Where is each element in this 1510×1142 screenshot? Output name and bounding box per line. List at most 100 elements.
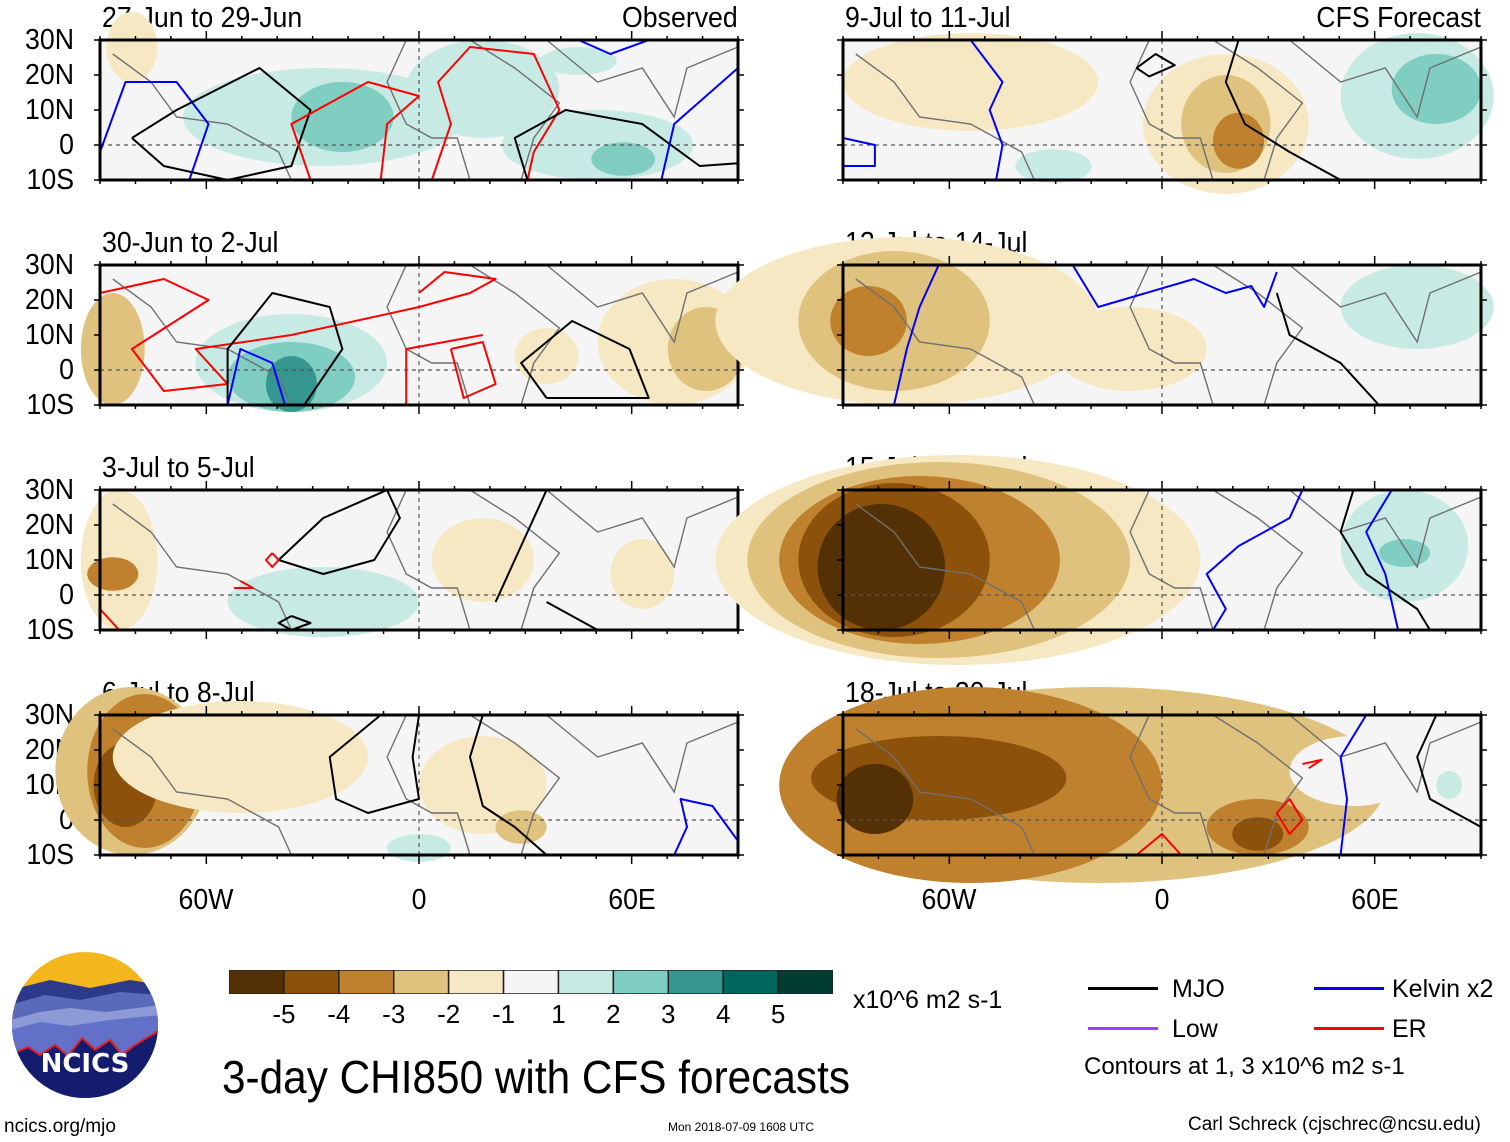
legend-low-swatch	[1088, 1027, 1158, 1030]
colorbar-bin	[392, 969, 450, 995]
colorbar-tick-label: -4	[327, 999, 351, 1029]
er-contour	[449, 341, 497, 399]
lat-tick-label: 10S	[26, 164, 75, 196]
colorbar-tick-label: 4	[715, 999, 731, 1029]
anomaly-region	[1340, 265, 1494, 349]
kelvin-contour	[842, 137, 876, 167]
anomaly-layer	[55, 687, 547, 862]
anomaly-region	[817, 504, 946, 630]
map-panel	[837, 31, 1494, 194]
timestamp: Mon 2018-07-09 1608 UTC	[668, 1120, 815, 1134]
legend-er-swatch	[1314, 1027, 1384, 1030]
legend-mjo-label: MJO	[1172, 975, 1225, 1003]
ncics-logo-icon: NCICS	[12, 952, 158, 1098]
author-credit: Carl Schreck (cjschrec@ncsu.edu)	[1188, 1114, 1481, 1135]
anomaly-region	[1053, 307, 1207, 391]
lat-tick-label: 30N	[25, 249, 74, 281]
colorbar-tick-label: 5	[770, 999, 786, 1029]
er-contour	[1302, 758, 1323, 770]
colorbar-bin	[612, 969, 670, 995]
mjo-contour	[1416, 714, 1482, 828]
column-header: CFS Forecast	[1316, 2, 1481, 34]
kelvin-contour	[1365, 489, 1400, 631]
anomaly-region	[1289, 736, 1418, 806]
colorbar-tick-label: 3	[661, 999, 676, 1029]
anomaly-region	[1015, 149, 1092, 183]
anomaly-region	[1436, 771, 1462, 799]
ncics-logo: NCICS	[10, 950, 160, 1100]
map-panel	[715, 237, 1494, 414]
site-link[interactable]: ncics.org/mjo	[4, 1116, 116, 1137]
map-panel	[715, 455, 1487, 665]
mjo-contour	[1135, 53, 1176, 78]
legend-mjo-swatch	[1088, 987, 1158, 990]
map-panel	[94, 12, 744, 189]
lat-tick-label: 10N	[25, 544, 74, 576]
colorbar-tick-label: -2	[437, 999, 461, 1029]
colorbar-bin	[447, 969, 505, 995]
colorbar-bin	[667, 969, 724, 995]
er-contour	[264, 552, 280, 568]
mjo-contour	[513, 109, 739, 181]
mjo-contour	[277, 489, 401, 575]
anomaly-region	[106, 12, 158, 82]
anomaly-region	[591, 142, 656, 176]
kelvin-contour	[1339, 714, 1368, 856]
lat-tick-label: 0	[59, 579, 74, 611]
anomaly-layer	[715, 237, 1494, 405]
lat-tick-label: 30N	[25, 24, 74, 56]
colorbar-bin	[228, 969, 285, 995]
mjo-contour	[131, 67, 312, 181]
anomaly-region	[830, 286, 907, 356]
kelvin-contour	[99, 81, 210, 181]
lat-tick-label: 0	[59, 804, 74, 836]
colorbar-tick-label: 1	[551, 999, 566, 1029]
colorbar	[228, 969, 834, 995]
mjo-contour	[469, 714, 548, 856]
anomaly-region	[419, 736, 547, 834]
legend-kelvin-label: Kelvin x2	[1392, 975, 1494, 1003]
lat-tick-label: 10S	[26, 839, 75, 871]
map-panel	[80, 256, 751, 414]
colorbar-bin	[722, 969, 779, 995]
anomaly-region	[540, 47, 617, 75]
lon-tick-label: 60W	[178, 884, 234, 916]
mjo-contour	[520, 320, 650, 399]
lat-tick-label: 10S	[26, 614, 75, 646]
er-contour	[1135, 833, 1182, 856]
kelvin-contour	[578, 39, 650, 55]
lon-tick-label: 60W	[921, 884, 977, 916]
anomaly-region	[843, 33, 1099, 131]
colorbar-bin	[338, 969, 395, 995]
map-panel	[80, 481, 744, 639]
anomaly-region	[1213, 112, 1265, 169]
anomaly-layer	[779, 687, 1462, 883]
colorbar-bin	[283, 969, 340, 995]
mjo-contour	[546, 601, 599, 631]
map-panel	[55, 687, 744, 864]
lat-tick-label: 30N	[25, 474, 74, 506]
lat-tick-label: 30N	[25, 699, 74, 731]
lat-tick-label: 10N	[25, 94, 74, 126]
lat-tick-label: 20N	[25, 509, 74, 541]
lat-tick-label: 10N	[25, 319, 74, 351]
lon-tick-label: 60E	[607, 884, 656, 916]
lat-tick-label: 0	[59, 129, 74, 161]
anomaly-region	[431, 518, 534, 602]
er-contour	[1275, 798, 1304, 835]
er-contour	[405, 334, 483, 405]
kelvin-contour	[969, 39, 1004, 181]
anomaly-region	[112, 701, 368, 813]
lat-tick-label: 10S	[26, 389, 75, 421]
colorbar-tick-label: 2	[606, 999, 621, 1029]
anomaly-region	[610, 539, 675, 609]
er-contour	[99, 608, 120, 631]
lat-tick-label: 20N	[25, 59, 74, 91]
anomaly-region	[291, 82, 394, 152]
kelvin-contour	[660, 67, 739, 181]
anomaly-region	[227, 567, 419, 637]
colorbar-tick-label: -5	[272, 999, 296, 1029]
anomaly-region	[1378, 539, 1430, 567]
lon-tick-label: 0	[411, 884, 427, 916]
panel-title: 9-Jul to 11-Jul	[845, 2, 1011, 34]
